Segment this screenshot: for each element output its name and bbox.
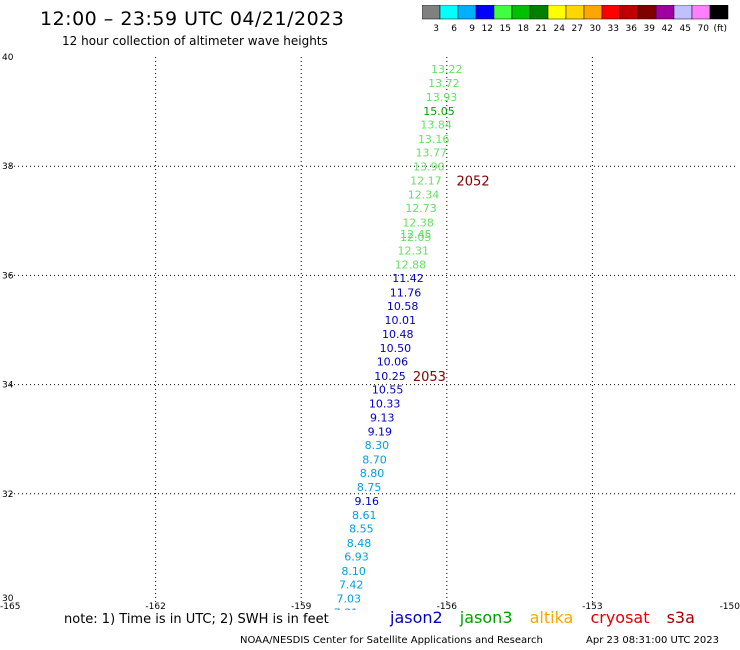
color-scale-label: 45 bbox=[680, 24, 691, 34]
units-note: note: 1) Time is in UTC; 2) SWH is in fe… bbox=[64, 612, 329, 627]
wave-height-value: 12.17 bbox=[410, 174, 442, 187]
wave-height-value: 13.22 bbox=[431, 63, 463, 76]
wave-height-value: 10.48 bbox=[382, 328, 414, 341]
wave-height-value: 9.19 bbox=[368, 426, 393, 439]
x-tick-label: -150 bbox=[720, 602, 740, 610]
wave-height-value: 9.16 bbox=[354, 495, 379, 508]
wave-height-value: 10.01 bbox=[384, 314, 416, 327]
wave-height-value: 9.13 bbox=[370, 411, 395, 424]
y-tick-label: 30 bbox=[2, 594, 14, 604]
wave-height-value: 12.05 bbox=[400, 231, 432, 244]
wave-height-value: 10.55 bbox=[372, 384, 404, 397]
x-tick-label: -153 bbox=[582, 602, 602, 610]
wave-height-value: 13.77 bbox=[416, 147, 448, 160]
y-tick-label: 38 bbox=[2, 162, 14, 172]
color-scale-label: 3 bbox=[433, 24, 439, 34]
color-scale-label: 12 bbox=[482, 24, 493, 34]
legend-s3a: s3a bbox=[666, 608, 695, 627]
y-tick-label: 34 bbox=[2, 381, 14, 391]
wave-height-value: 11.42 bbox=[392, 272, 424, 285]
color-scale-label: 9 bbox=[469, 24, 475, 34]
color-scale-label: 70 bbox=[698, 24, 710, 34]
x-tick-label: -159 bbox=[291, 602, 312, 610]
wave-height-value: 7.03 bbox=[337, 593, 362, 606]
pass-time-label: 2053 bbox=[413, 370, 446, 385]
wave-height-value: 8.61 bbox=[352, 509, 377, 522]
wave-height-value: 10.25 bbox=[374, 370, 406, 383]
color-scale-label: (ft) bbox=[713, 24, 727, 34]
wave-height-value: 8.48 bbox=[347, 537, 372, 550]
x-tick-label: -156 bbox=[437, 602, 458, 610]
color-scale-label: 15 bbox=[500, 24, 511, 34]
wave-height-value: 13.16 bbox=[418, 133, 450, 146]
color-scale-label: 21 bbox=[536, 24, 547, 34]
wave-height-value: 12.73 bbox=[405, 202, 437, 215]
wave-height-value: 12.31 bbox=[398, 244, 430, 257]
wave-height-value: 8.70 bbox=[362, 453, 387, 466]
color-scale-label: 18 bbox=[518, 24, 530, 34]
legend-jason2: jason2 bbox=[390, 608, 443, 627]
pass-time-label: 2052 bbox=[457, 174, 490, 189]
wave-height-value: 15.05 bbox=[423, 105, 455, 118]
color-scale-label: 36 bbox=[626, 24, 638, 34]
x-tick-label: -162 bbox=[145, 602, 165, 610]
footer: NOAA/NESDIS Center for Satellite Applica… bbox=[240, 635, 719, 646]
y-tick-label: 40 bbox=[2, 53, 14, 63]
wave-height-value: 8.55 bbox=[349, 523, 374, 536]
color-scale-label: 30 bbox=[590, 24, 602, 34]
wave-height-value: 10.58 bbox=[387, 300, 419, 313]
chart-title: 12:00 – 23:59 UTC 04/21/2023 bbox=[40, 8, 345, 30]
color-scale-label: 39 bbox=[644, 24, 656, 34]
color-scale-label: 33 bbox=[608, 24, 619, 34]
color-swatch bbox=[709, 5, 729, 20]
wave-height-value: 7.42 bbox=[339, 578, 364, 591]
legend-jason3: jason3 bbox=[459, 608, 513, 627]
wave-height-value: 8.30 bbox=[365, 439, 390, 452]
wave-height-value: 12.45 bbox=[400, 228, 432, 241]
footer-date: Apr 23 08:31:00 UTC 2023 bbox=[586, 635, 719, 646]
wave-height-value: 10.50 bbox=[380, 342, 412, 355]
wave-height-value: 12.38 bbox=[402, 216, 434, 229]
legend-cryosat: cryosat bbox=[590, 608, 650, 627]
wave-height-value: 6.93 bbox=[344, 551, 369, 564]
y-tick-label: 32 bbox=[2, 490, 13, 500]
wave-height-value: 13.90 bbox=[413, 161, 445, 174]
color-scale-label: 24 bbox=[554, 24, 566, 34]
wave-height-value: 7.31 bbox=[334, 606, 359, 610]
wave-height-value: 8.80 bbox=[360, 467, 385, 480]
wave-height-value: 13.84 bbox=[420, 119, 452, 132]
y-tick-label: 36 bbox=[2, 271, 14, 281]
wave-height-value: 13.72 bbox=[428, 77, 460, 90]
wave-height-value: 8.10 bbox=[341, 565, 366, 578]
legend-altika: altika bbox=[529, 608, 574, 627]
color-scale-label: 6 bbox=[451, 24, 457, 34]
wave-height-value: 8.75 bbox=[357, 481, 382, 494]
wave-height-plot: -165 -162 -159 -156 -153 -150 30 32 34 36 38 40 13.2… bbox=[0, 53, 740, 610]
wave-height-value: 11.76 bbox=[390, 286, 422, 299]
satellite-legend: jason2 jason3 altika cryosat s3a bbox=[390, 608, 707, 627]
color-scale-label: 42 bbox=[662, 24, 673, 34]
wave-height-value: 13.93 bbox=[426, 91, 458, 104]
wave-height-value: 12.34 bbox=[408, 189, 440, 202]
footer-org: NOAA/NESDIS Center for Satellite Applica… bbox=[240, 635, 543, 646]
x-tick-label: -165 bbox=[0, 602, 20, 610]
color-scale-label: 27 bbox=[572, 24, 583, 34]
chart-subtitle: 12 hour collection of altimeter wave hei… bbox=[62, 34, 328, 48]
wave-height-value: 10.33 bbox=[369, 398, 401, 411]
wave-height-value: 12.88 bbox=[395, 258, 427, 271]
wave-height-value: 10.06 bbox=[377, 356, 409, 369]
color-scale-bar: 3 6 9 12 15 18 21 24 27 30 33 36 39 42 45 70 (ft) bbox=[422, 5, 729, 34]
